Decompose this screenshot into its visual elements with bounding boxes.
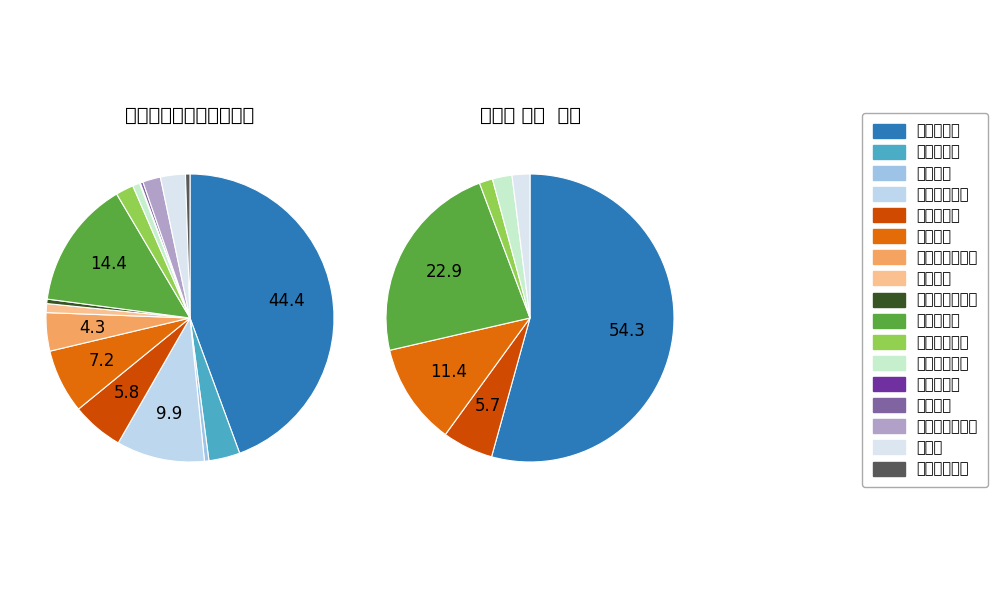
Wedge shape xyxy=(492,174,674,462)
Wedge shape xyxy=(50,318,190,409)
Wedge shape xyxy=(78,318,190,443)
Wedge shape xyxy=(190,174,334,453)
Text: 4.3: 4.3 xyxy=(79,319,106,337)
Text: 44.4: 44.4 xyxy=(268,292,305,310)
Wedge shape xyxy=(512,174,530,318)
Text: 5.8: 5.8 xyxy=(114,383,140,401)
Wedge shape xyxy=(190,318,240,461)
Wedge shape xyxy=(140,182,190,318)
Text: 7.2: 7.2 xyxy=(89,352,115,370)
Wedge shape xyxy=(140,183,190,318)
Text: 54.3: 54.3 xyxy=(609,322,645,340)
Wedge shape xyxy=(445,318,530,457)
Wedge shape xyxy=(190,318,209,461)
Title: 長谷川 信哉  選手: 長谷川 信哉 選手 xyxy=(480,106,580,125)
Text: 9.9: 9.9 xyxy=(156,405,183,423)
Wedge shape xyxy=(46,304,190,318)
Legend: ストレート, ツーシーム, シュート, カットボール, スプリット, フォーク, チェンジアップ, シンカー, 高速スライダー, スライダー, 縦スライダー, : ストレート, ツーシーム, シュート, カットボール, スプリット, フォーク,… xyxy=(862,113,988,487)
Wedge shape xyxy=(133,183,190,318)
Wedge shape xyxy=(117,186,190,318)
Wedge shape xyxy=(480,179,530,318)
Wedge shape xyxy=(386,183,530,350)
Text: 5.7: 5.7 xyxy=(474,397,501,415)
Text: 14.4: 14.4 xyxy=(90,255,127,273)
Text: 22.9: 22.9 xyxy=(425,263,462,281)
Wedge shape xyxy=(143,177,190,318)
Wedge shape xyxy=(118,318,204,462)
Wedge shape xyxy=(46,313,190,351)
Wedge shape xyxy=(492,175,530,318)
Title: パ・リーグ全プレイヤー: パ・リーグ全プレイヤー xyxy=(125,106,255,125)
Text: 11.4: 11.4 xyxy=(430,363,467,381)
Wedge shape xyxy=(390,318,530,434)
Wedge shape xyxy=(160,174,190,318)
Wedge shape xyxy=(47,299,190,318)
Wedge shape xyxy=(47,194,190,318)
Wedge shape xyxy=(185,174,190,318)
